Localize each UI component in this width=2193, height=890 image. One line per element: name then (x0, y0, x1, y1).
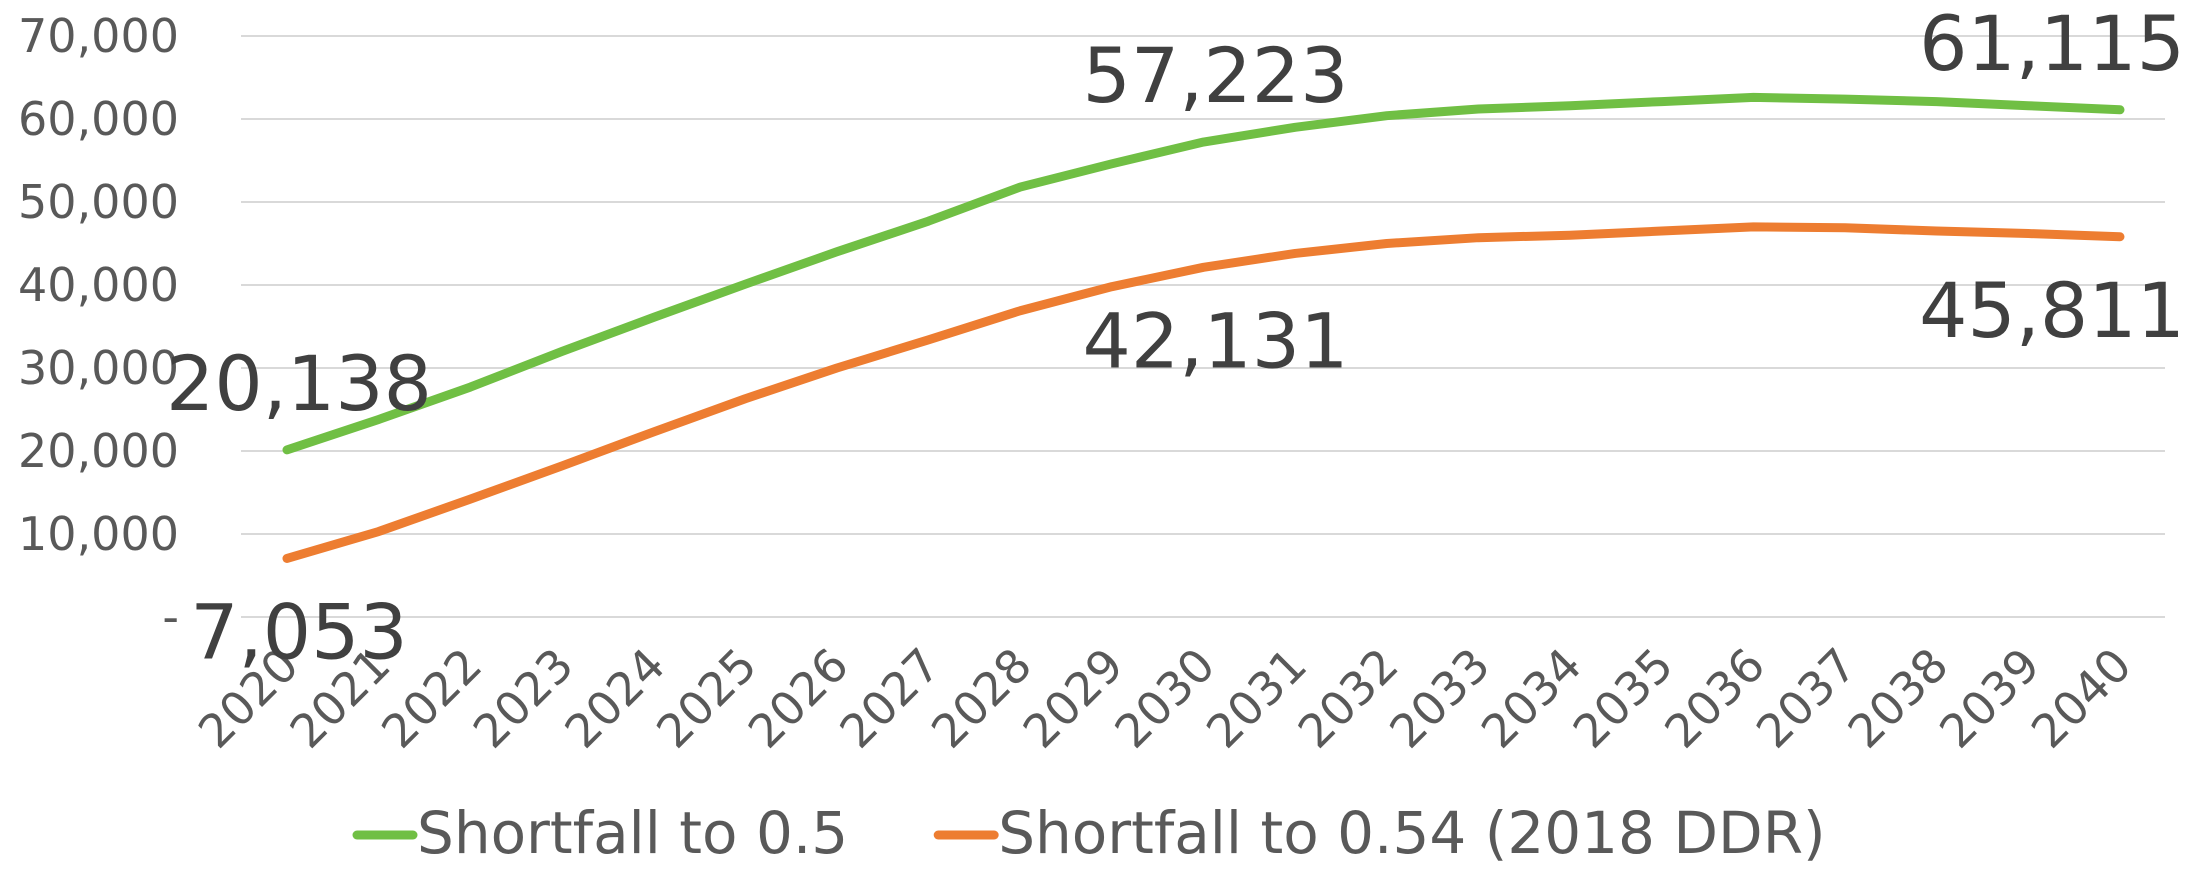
x-tick-label: 2023 (463, 638, 584, 759)
data-label: 57,223 (1083, 31, 1349, 120)
x-tick-label: 2025 (646, 638, 767, 759)
x-tick-label: 2039 (1929, 638, 2050, 759)
x-tick-label: 2033 (1379, 638, 1500, 759)
y-tick-label: - (162, 590, 179, 644)
x-tick-label: 2031 (1196, 638, 1317, 759)
data-label: 7,053 (190, 587, 408, 676)
x-tick-label: 2028 (921, 638, 1042, 759)
legend-label: Shortfall to 0.54 (2018 DDR) (998, 799, 1825, 867)
x-tick-label: 2024 (554, 638, 675, 759)
x-tick-label: 2034 (1471, 638, 1592, 759)
series-line (282, 222, 2125, 563)
y-tick-label: 40,000 (18, 258, 179, 312)
y-tick-label: 70,000 (18, 9, 179, 63)
data-label: 61,115 (1919, 0, 2185, 88)
data-label: 20,138 (166, 339, 432, 428)
x-tick-label: 2035 (1563, 638, 1684, 759)
x-tick-label: 2027 (829, 638, 950, 759)
x-tick-label: 2029 (1013, 638, 1134, 759)
x-tick-label: 2026 (738, 638, 859, 759)
x-tick-label: 2032 (1288, 638, 1409, 759)
y-tick-label: 60,000 (18, 92, 179, 146)
y-tick-label: 20,000 (18, 424, 179, 478)
data-label: 42,131 (1083, 296, 1349, 385)
series-line (282, 92, 2125, 455)
legend-label: Shortfall to 0.5 (417, 799, 848, 867)
data-label: 45,811 (1919, 266, 2185, 355)
x-tick-label: 2038 (1838, 638, 1959, 759)
y-tick-label: 50,000 (18, 175, 179, 229)
x-tick-label: 2036 (1654, 638, 1775, 759)
y-tick-label: 10,000 (18, 507, 179, 561)
x-tick-label: 2030 (1104, 638, 1225, 759)
y-tick-label: 30,000 (18, 341, 179, 395)
x-tick-label: 2040 (2021, 638, 2142, 759)
x-tick-label: 2037 (1746, 638, 1867, 759)
